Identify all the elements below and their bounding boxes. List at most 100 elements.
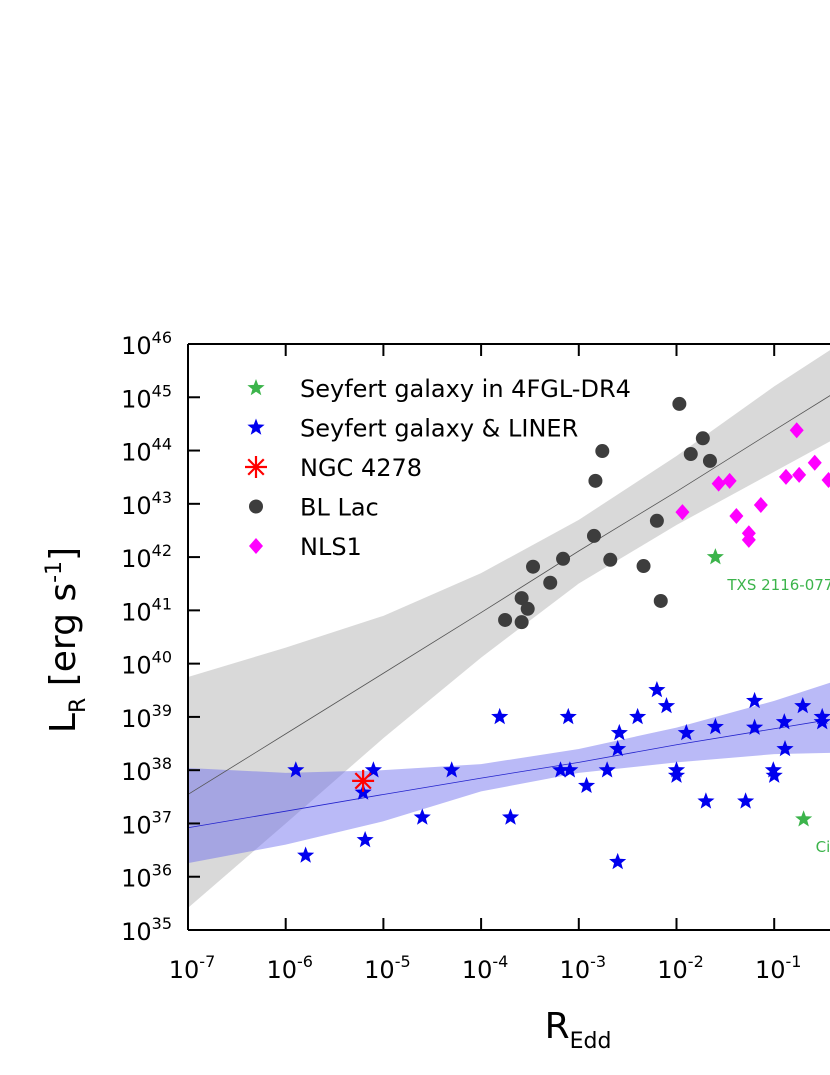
data-point [657,697,676,714]
legend-label: Seyfert galaxy & LINER [300,415,578,443]
tick-exponent: 39 [152,701,172,720]
data-point [603,552,618,567]
data-point [653,593,668,608]
tick-base: 10 [121,811,152,839]
data-point [737,792,755,809]
tick-base: 10 [657,956,688,984]
data-point [741,531,756,548]
tick-base: 10 [169,956,200,984]
data-point [753,497,768,514]
tick-label: 1039 [121,701,172,733]
tick-exponent: -7 [199,952,215,971]
tick-label: 10-5 [364,952,411,984]
tick-label: 1041 [121,594,172,626]
tick-base: 10 [755,956,786,984]
data-point [543,575,558,590]
y-axis-title-part: -1 [42,561,67,583]
data-point [794,697,812,714]
data-point [443,761,461,778]
tick-label: 1037 [121,807,172,839]
data-point [778,468,793,485]
tick-label: 10-1 [755,952,802,984]
tick-label: 10-4 [462,952,508,984]
tick-exponent: -4 [492,952,508,971]
data-point [413,808,431,825]
legend-label: NGC 4278 [300,454,422,482]
tick-base: 10 [121,492,152,520]
tick-label: 1040 [121,648,172,680]
fit-line [187,395,830,795]
data-point [526,559,541,574]
data-point [706,717,724,735]
data-point [559,707,577,725]
legend-label: NLS1 [300,533,362,561]
data-point [792,466,807,483]
tick-label: 1045 [121,381,172,413]
data-point [722,472,737,489]
tick-base: 10 [121,598,152,626]
data-point [807,454,822,471]
annotation: Circinus galaxy [816,838,830,856]
legend-marker [245,456,267,478]
tick-base: 10 [121,545,152,573]
tick-base: 10 [266,956,297,984]
tick-label: 1042 [121,541,172,573]
data-point [821,471,830,488]
tick-base: 10 [121,332,152,360]
data-point [765,766,783,783]
data-point [789,422,804,439]
tick-exponent: 46 [152,328,172,347]
data-point [649,513,664,528]
data-point [514,615,529,630]
data-point [352,769,375,792]
data-point [356,831,374,848]
legend-marker [247,418,265,435]
data-point [776,740,794,757]
tick-label: 1043 [121,488,172,520]
tick-exponent: -3 [590,952,606,971]
legend-marker [249,499,263,514]
data-point [795,810,813,827]
data-point [813,713,830,730]
asterisk-stroke [247,458,265,476]
y-axis-title-part: L [43,713,84,733]
data-point [610,723,628,741]
data-point [667,766,686,783]
data-point [775,713,793,730]
data-point [498,612,513,627]
data-point [491,707,509,725]
tick-label: 10-6 [266,952,313,984]
confidence-band [188,350,830,908]
data-point [502,808,520,825]
data-point [706,548,724,565]
data-point [629,707,647,725]
legend-label: Seyfert galaxy in 4FGL-DR4 [300,375,631,403]
legend-marker [249,538,263,554]
data-point [598,761,616,778]
data-point [636,559,651,574]
tick-label: 1046 [121,328,172,360]
data-point [552,761,570,778]
tick-base: 10 [121,865,152,893]
tick-exponent: 41 [152,594,172,613]
data-point [364,761,382,778]
tick-label: 1044 [121,435,172,467]
tick-exponent: 45 [152,381,172,400]
tick-base: 10 [121,439,152,467]
data-point [711,475,726,492]
data-point [520,601,535,616]
tick-exponent: 42 [152,541,172,560]
confidence-band [188,682,830,864]
tick-base: 10 [121,758,152,786]
data-point [578,776,596,793]
data-point [561,761,579,778]
tick-exponent: -2 [688,952,704,971]
tick-exponent: 35 [152,914,172,933]
legend-label: BL Lac [300,494,379,522]
data-point [514,591,529,606]
tick-exponent: 43 [152,488,172,507]
x-axis-title-part: R [545,1006,570,1047]
data-point [609,852,627,870]
tick-base: 10 [121,652,152,680]
